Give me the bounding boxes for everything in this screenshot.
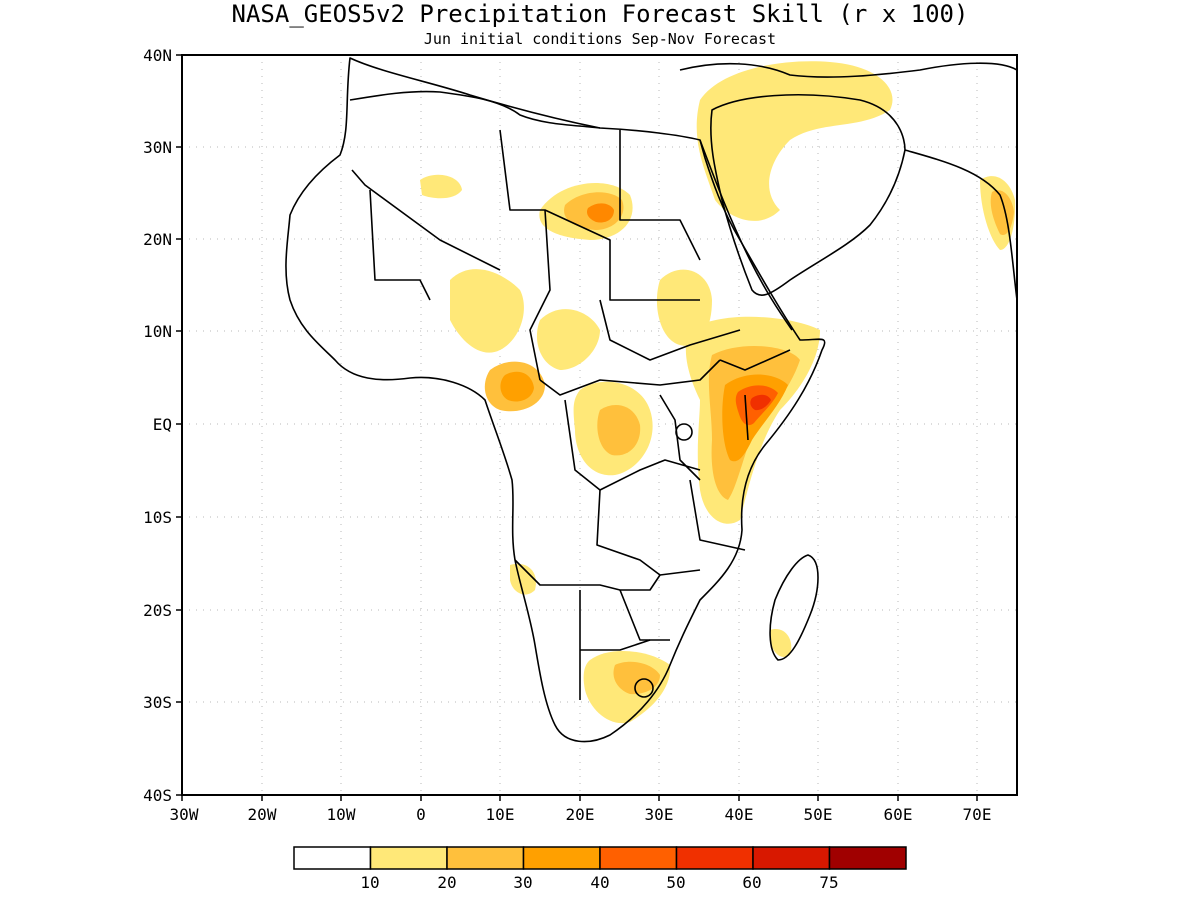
lon-label: 20W (248, 805, 277, 824)
skill-patch (597, 405, 641, 456)
legend-color-box (446, 846, 525, 870)
skill-patch (696, 61, 893, 221)
lat-tick-marks (176, 54, 182, 796)
legend-boxes (293, 846, 907, 870)
lat-label: 40N (143, 46, 172, 65)
legend-labels: 10 20 30 40 50 60 75 (360, 873, 838, 892)
map-frame (181, 54, 1018, 796)
lat-label: EQ (153, 415, 172, 434)
lat-tick-labels: 40N 30N 20N 10N EQ 10S 20S 30S 40S (143, 46, 172, 805)
skill-patch (450, 269, 524, 353)
lat-label: 30S (143, 693, 172, 712)
legend-label: 75 (819, 873, 838, 892)
legend-color-box (752, 846, 831, 870)
lon-label: 60E (884, 805, 913, 824)
lat-label: 20S (143, 601, 172, 620)
skill-shading (420, 61, 1016, 724)
lat-label: 10N (143, 322, 172, 341)
legend-label: 30 (513, 873, 532, 892)
skill-patch (500, 371, 534, 402)
lon-label: 70E (963, 805, 992, 824)
legend-label: 40 (590, 873, 609, 892)
skill-patch (613, 661, 660, 695)
lon-label: 10W (327, 805, 356, 824)
lon-tick-labels: 30W 20W 10W 0 10E 20E 30E 40E 50E 60E 70… (170, 805, 992, 824)
map-subtitle: Jun initial conditions Sep-Nov Forecast (424, 30, 776, 48)
lat-label: 30N (143, 138, 172, 157)
coastlines (285, 57, 1017, 743)
lon-label: 40E (725, 805, 754, 824)
legend-color-box (599, 846, 678, 870)
skill-patch (750, 394, 771, 411)
legend-color-box (828, 846, 907, 870)
legend-label: 20 (437, 873, 456, 892)
legend-label: 60 (742, 873, 761, 892)
map-title: NASA_GEOS5v2 Precipitation Forecast Skil… (232, 0, 969, 28)
skill-patch (536, 309, 600, 370)
lat-label: 20N (143, 230, 172, 249)
lon-label: 30W (170, 805, 199, 824)
lon-label: 20E (566, 805, 595, 824)
lat-label: 10S (143, 508, 172, 527)
legend-color-box (293, 846, 372, 870)
map-area: 40N 30N 20N 10N EQ 10S 20S 30S 40S 30W 2… (143, 46, 1018, 824)
legend-color-box (675, 846, 754, 870)
legend-label: 50 (666, 873, 685, 892)
skill-patch (769, 629, 792, 658)
skill-patch (586, 203, 614, 223)
skill-patch (420, 174, 462, 199)
lon-label: 50E (804, 805, 833, 824)
lat-label: 40S (143, 786, 172, 805)
lon-label: 0 (416, 805, 426, 824)
legend-color-box (369, 846, 448, 870)
lon-label: 10E (486, 805, 515, 824)
color-legend: 10 20 30 40 50 60 75 (293, 846, 907, 892)
legend-color-box (522, 846, 601, 870)
lon-label: 30E (645, 805, 674, 824)
skill-patch (510, 563, 536, 595)
legend-label: 10 (360, 873, 379, 892)
lon-tick-marks (181, 795, 978, 801)
